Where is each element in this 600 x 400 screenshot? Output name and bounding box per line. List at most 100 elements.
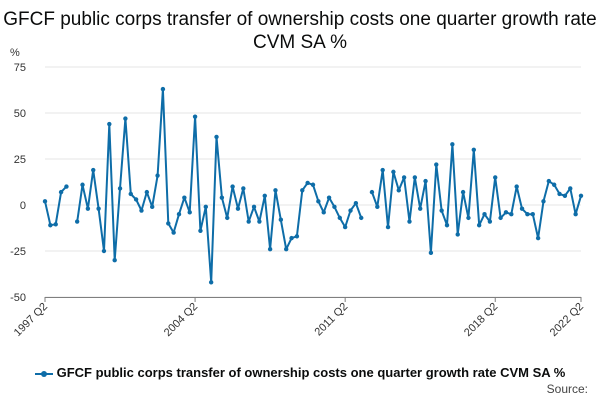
- data-point[interactable]: [64, 184, 69, 189]
- data-point[interactable]: [401, 175, 407, 180]
- data-point[interactable]: [310, 182, 316, 187]
- data-point[interactable]: [573, 212, 578, 217]
- data-point[interactable]: [203, 204, 208, 210]
- data-point[interactable]: [519, 206, 525, 211]
- data-point[interactable]: [535, 235, 541, 241]
- data-point[interactable]: [321, 210, 326, 215]
- data-point[interactable]: [439, 208, 444, 213]
- data-point[interactable]: [342, 224, 348, 230]
- data-point[interactable]: [257, 219, 262, 224]
- data-point[interactable]: [493, 175, 498, 180]
- data-point[interactable]: [428, 250, 434, 256]
- data-point[interactable]: [385, 224, 391, 230]
- data-point[interactable]: [91, 167, 96, 173]
- data-point[interactable]: [235, 206, 241, 211]
- data-point[interactable]: [525, 212, 530, 217]
- data-point[interactable]: [503, 210, 509, 215]
- data-point[interactable]: [155, 173, 160, 178]
- data-point[interactable]: [128, 191, 133, 197]
- data-point[interactable]: [230, 184, 235, 189]
- data-point[interactable]: [96, 206, 101, 211]
- data-point[interactable]: [380, 167, 385, 173]
- data-point[interactable]: [187, 210, 192, 215]
- data-point[interactable]: [112, 258, 117, 263]
- data-point[interactable]: [246, 219, 251, 224]
- data-point[interactable]: [471, 147, 476, 152]
- data-point[interactable]: [552, 182, 557, 187]
- data-point[interactable]: [273, 188, 278, 193]
- data-point[interactable]: [123, 116, 128, 121]
- data-point[interactable]: [369, 189, 375, 195]
- data-point[interactable]: [182, 195, 187, 200]
- data-point[interactable]: [42, 199, 48, 204]
- data-point[interactable]: [225, 215, 230, 221]
- data-point[interactable]: [107, 121, 112, 127]
- data-point[interactable]: [348, 208, 353, 213]
- data-point[interactable]: [117, 186, 123, 191]
- data-point[interactable]: [353, 200, 359, 206]
- data-point[interactable]: [482, 212, 487, 217]
- data-point[interactable]: [85, 206, 91, 211]
- data-point[interactable]: [58, 189, 64, 195]
- data-point[interactable]: [150, 204, 155, 210]
- data-point[interactable]: [278, 217, 284, 222]
- data-point[interactable]: [316, 199, 321, 204]
- data-point[interactable]: [289, 235, 294, 241]
- data-point[interactable]: [192, 114, 198, 119]
- data-point[interactable]: [267, 246, 273, 252]
- data-point[interactable]: [160, 86, 166, 92]
- data-point[interactable]: [305, 180, 310, 186]
- data-point[interactable]: [541, 199, 546, 204]
- data-point[interactable]: [139, 208, 144, 213]
- data-point[interactable]: [460, 189, 466, 195]
- data-point[interactable]: [359, 215, 364, 221]
- data-point[interactable]: [391, 169, 396, 175]
- data-point[interactable]: [171, 230, 176, 235]
- data-point[interactable]: [509, 212, 514, 217]
- data-point[interactable]: [219, 195, 225, 200]
- data-point[interactable]: [412, 175, 418, 180]
- data-point[interactable]: [48, 223, 53, 228]
- data-point[interactable]: [557, 191, 562, 197]
- data-point[interactable]: [144, 189, 150, 195]
- legend[interactable]: GFCF public corps transfer of ownership …: [0, 365, 600, 380]
- data-point[interactable]: [487, 219, 493, 224]
- data-point[interactable]: [375, 204, 380, 210]
- data-point[interactable]: [562, 193, 568, 198]
- data-point[interactable]: [133, 197, 139, 202]
- data-point[interactable]: [450, 142, 455, 147]
- data-point[interactable]: [418, 206, 423, 211]
- data-point[interactable]: [444, 223, 450, 228]
- data-point[interactable]: [498, 215, 503, 221]
- data-point[interactable]: [396, 188, 401, 193]
- data-point[interactable]: [434, 162, 439, 167]
- data-point[interactable]: [578, 193, 584, 198]
- data-point[interactable]: [514, 184, 519, 189]
- data-point[interactable]: [326, 195, 332, 200]
- data-point[interactable]: [166, 221, 171, 226]
- data-point[interactable]: [214, 134, 219, 140]
- data-point[interactable]: [53, 222, 58, 227]
- data-point[interactable]: [476, 223, 482, 228]
- data-point[interactable]: [284, 246, 289, 252]
- data-point[interactable]: [568, 186, 573, 191]
- data-point[interactable]: [101, 248, 107, 254]
- data-point[interactable]: [198, 228, 203, 233]
- data-point[interactable]: [208, 280, 214, 285]
- data-point[interactable]: [176, 212, 182, 217]
- data-point[interactable]: [337, 215, 342, 221]
- data-point[interactable]: [455, 232, 460, 237]
- data-point[interactable]: [300, 188, 305, 193]
- data-point[interactable]: [251, 204, 257, 210]
- data-point[interactable]: [530, 212, 535, 217]
- data-point[interactable]: [332, 204, 337, 210]
- data-point[interactable]: [466, 215, 471, 221]
- data-point[interactable]: [407, 219, 412, 224]
- data-point[interactable]: [546, 178, 552, 184]
- data-point[interactable]: [74, 219, 80, 224]
- data-point[interactable]: [80, 182, 85, 187]
- data-point[interactable]: [294, 234, 300, 239]
- data-point[interactable]: [262, 193, 267, 198]
- data-point[interactable]: [423, 178, 428, 184]
- data-point[interactable]: [241, 186, 246, 191]
